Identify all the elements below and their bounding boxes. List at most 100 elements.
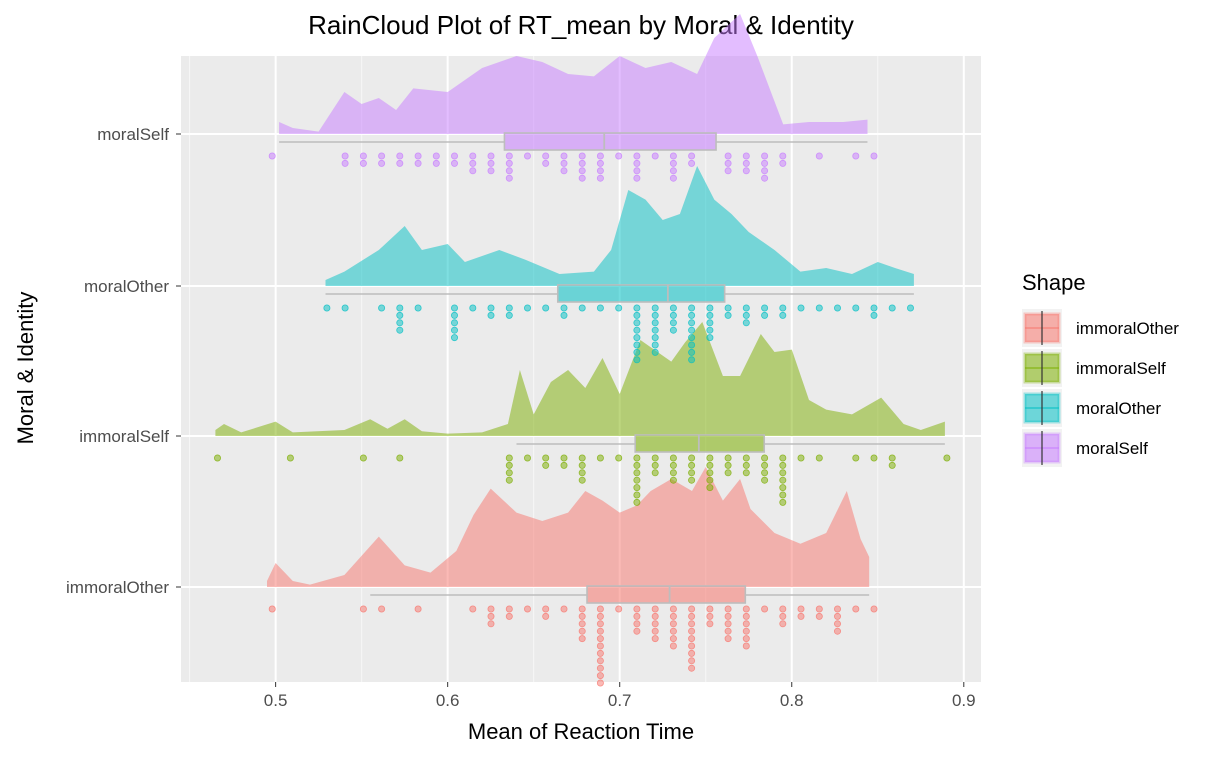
data-point [761, 605, 769, 613]
data-point [888, 304, 896, 312]
data-point [834, 304, 842, 312]
data-point [724, 612, 732, 620]
data-point [578, 627, 586, 635]
y-axis-title: Moral & Identity [13, 292, 38, 445]
data-point [505, 469, 513, 477]
data-point [742, 612, 750, 620]
data-point [651, 341, 659, 349]
data-point [469, 605, 477, 613]
data-point [378, 159, 386, 167]
data-point [651, 326, 659, 334]
data-point [633, 326, 641, 334]
data-point [469, 167, 477, 175]
legend-key-moralSelf [1022, 429, 1062, 467]
data-point [450, 334, 458, 342]
data-point [596, 174, 604, 182]
data-point [688, 454, 696, 462]
data-point [669, 167, 677, 175]
data-point [688, 326, 696, 334]
data-point [779, 605, 787, 613]
data-point [633, 167, 641, 175]
data-point [414, 605, 422, 613]
data-point [505, 454, 513, 462]
data-point [615, 454, 623, 462]
data-point [870, 454, 878, 462]
data-point [742, 469, 750, 477]
data-point [688, 649, 696, 657]
data-point [450, 152, 458, 160]
data-point [560, 152, 568, 160]
data-point [688, 152, 696, 160]
data-point [487, 605, 495, 613]
data-point [688, 319, 696, 327]
data-point [560, 454, 568, 462]
data-point [542, 605, 550, 613]
data-point [633, 627, 641, 635]
data-point [742, 635, 750, 643]
data-point [742, 454, 750, 462]
data-point [761, 174, 769, 182]
data-point [669, 174, 677, 182]
x-tick-label: 0.6 [436, 691, 460, 710]
data-point [669, 319, 677, 327]
data-point [524, 304, 532, 312]
data-point [651, 620, 659, 628]
plot-panel [181, 14, 981, 687]
data-point [779, 484, 787, 492]
density-cloud [279, 14, 868, 134]
legend-title: Shape [1022, 270, 1086, 295]
series-immoralSelf [213, 322, 951, 506]
data-point [596, 620, 604, 628]
data-point [742, 152, 750, 160]
data-point [742, 620, 750, 628]
data-point [560, 159, 568, 167]
data-point [651, 469, 659, 477]
data-point [870, 605, 878, 613]
data-point [633, 476, 641, 484]
data-point [578, 304, 586, 312]
x-tick-label: 0.9 [952, 691, 976, 710]
data-point [359, 159, 367, 167]
data-point [724, 469, 732, 477]
data-point [396, 454, 404, 462]
data-point [487, 159, 495, 167]
data-point [834, 627, 842, 635]
data-point [596, 649, 604, 657]
data-point [341, 159, 349, 167]
data-point [578, 469, 586, 477]
data-point [724, 454, 732, 462]
data-point [596, 454, 604, 462]
data-point [742, 304, 750, 312]
data-point [596, 672, 604, 680]
data-point [669, 469, 677, 477]
x-axis-title: Mean of Reaction Time [468, 719, 694, 744]
data-point [378, 304, 386, 312]
data-point [688, 304, 696, 312]
data-point [633, 484, 641, 492]
density-cloud [215, 322, 945, 436]
data-point [761, 152, 769, 160]
data-point [724, 304, 732, 312]
data-point [706, 304, 714, 312]
legend-label: moralSelf [1076, 439, 1148, 458]
data-point [834, 605, 842, 613]
data-point [633, 152, 641, 160]
data-point [633, 174, 641, 182]
density-cloud [325, 166, 914, 286]
data-point [450, 304, 458, 312]
data-point [378, 605, 386, 613]
data-point [742, 319, 750, 327]
data-point [359, 605, 367, 613]
data-point [651, 635, 659, 643]
data-point [633, 498, 641, 506]
data-point [651, 334, 659, 342]
data-point [633, 304, 641, 312]
data-point [724, 620, 732, 628]
legend-label: moralOther [1076, 399, 1161, 418]
data-point [414, 304, 422, 312]
data-point [487, 304, 495, 312]
data-point [852, 605, 860, 613]
data-point [688, 642, 696, 650]
data-point [742, 461, 750, 469]
data-point [469, 159, 477, 167]
